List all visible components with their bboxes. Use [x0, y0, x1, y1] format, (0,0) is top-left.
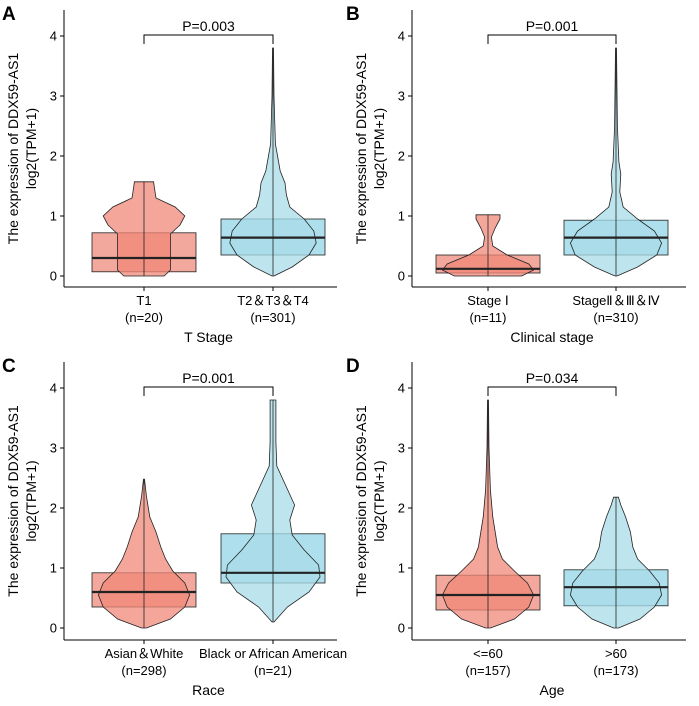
p-value-label: P=0.001	[526, 18, 579, 34]
group-count: (n=298)	[121, 663, 166, 678]
y-tick-label: 4	[50, 381, 57, 396]
y-tick-label: 2	[398, 501, 405, 516]
y-tick-label: 1	[398, 561, 405, 576]
y-tick-label: 3	[398, 89, 405, 104]
x-tick-label: T1	[136, 293, 151, 308]
x-axis-label: Clinical stage	[510, 329, 593, 345]
y-axis-label-unit: log2(TPM+1)	[371, 108, 387, 189]
x-tick-label: Stage Ⅰ	[467, 293, 508, 308]
group-count: (n=310)	[593, 310, 638, 325]
panel-label: A	[2, 4, 16, 25]
panel-label: B	[346, 4, 360, 25]
y-tick-label: 1	[398, 209, 405, 224]
y-tick-label: 4	[50, 29, 57, 44]
group-count: (n=21)	[254, 663, 292, 678]
y-axis-label: The expression of DDX59-AS1	[353, 53, 369, 245]
y-axis-label-unit: log2(TPM+1)	[371, 460, 387, 541]
y-tick-label: 4	[398, 381, 405, 396]
panel-label: D	[346, 356, 360, 377]
y-tick-label: 1	[50, 209, 57, 224]
group-count: (n=301)	[250, 310, 295, 325]
y-tick-label: 2	[50, 501, 57, 516]
x-axis-label: Age	[540, 682, 565, 698]
group-count: (n=11)	[470, 310, 507, 325]
group-count: (n=20)	[125, 310, 163, 325]
y-tick-label: 2	[50, 149, 57, 164]
y-axis-label-unit: log2(TPM+1)	[23, 108, 39, 189]
x-tick-label: T2＆T3＆T4	[237, 293, 309, 308]
y-axis-label: The expression of DDX59-AS1	[5, 405, 21, 597]
panel-b: B 0 1 2 3 4 The expression of DDX59-AS1 log2(TP…	[346, 4, 686, 345]
y-axis-label: The expression of DDX59-AS1	[353, 405, 369, 597]
x-axis-label: Race	[192, 682, 225, 698]
y-axis-label: The expression of DDX59-AS1	[5, 53, 21, 245]
significance-bracket	[487, 34, 617, 44]
p-value-label: P=0.001	[182, 370, 235, 386]
y-tick-label: 3	[50, 441, 57, 456]
x-tick-label: Black or African American	[199, 646, 347, 661]
y-tick-label: 3	[50, 89, 57, 104]
p-value-label: P=0.003	[182, 18, 235, 34]
y-axis-label-unit: log2(TPM+1)	[23, 460, 39, 541]
group-count: (n=157)	[465, 663, 510, 678]
y-tick-label: 0	[398, 621, 405, 636]
significance-bracket	[143, 34, 274, 44]
x-axis-label: T Stage	[184, 329, 233, 345]
significance-bracket	[487, 386, 617, 396]
x-tick-label: <=60	[473, 646, 503, 661]
p-value-label: P=0.034	[526, 370, 579, 386]
x-tick-label: StageⅡ＆Ⅲ＆Ⅳ	[572, 293, 659, 308]
panel-d: D 0 1 2 3 4 The expression of DDX59-AS1 log2(TP…	[346, 356, 686, 698]
x-tick-label: Asian＆White	[105, 646, 184, 661]
y-tick-label: 0	[50, 269, 57, 284]
y-tick-label: 2	[398, 149, 405, 164]
y-tick-label: 0	[398, 269, 405, 284]
panel-a: A 0 1 2 3 4 The expression of DDX59-AS1 log2(TP…	[2, 4, 337, 345]
panel-c: C 0 1 2 3 4 The expression of DDX59-AS1 log2(TP…	[2, 356, 347, 698]
panel-label: C	[2, 356, 16, 377]
x-tick-label: >60	[605, 646, 627, 661]
y-tick-label: 3	[398, 441, 405, 456]
significance-bracket	[143, 386, 274, 396]
group-count: (n=173)	[593, 663, 638, 678]
y-tick-label: 1	[50, 561, 57, 576]
y-tick-label: 4	[398, 29, 405, 44]
y-tick-label: 0	[50, 621, 57, 636]
